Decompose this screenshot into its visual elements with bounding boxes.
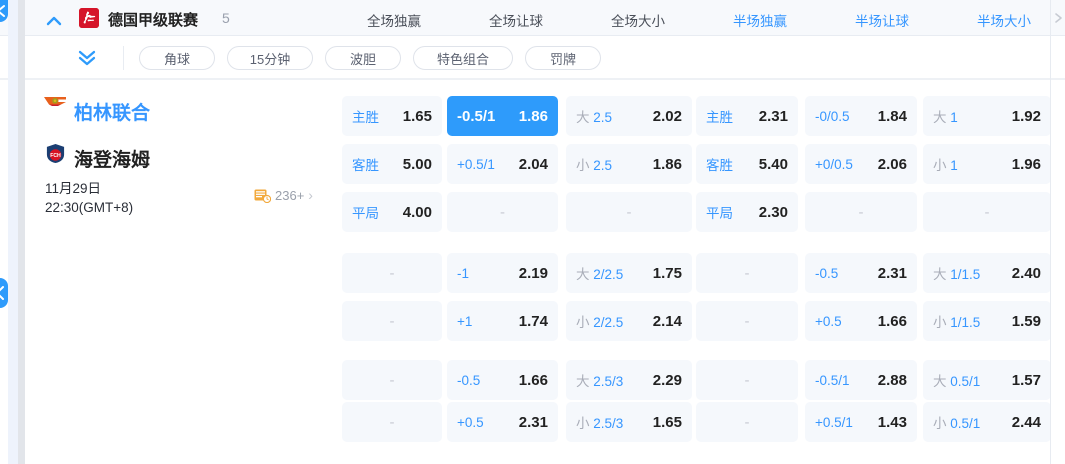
svg-text:FCH: FCH [50, 153, 61, 159]
